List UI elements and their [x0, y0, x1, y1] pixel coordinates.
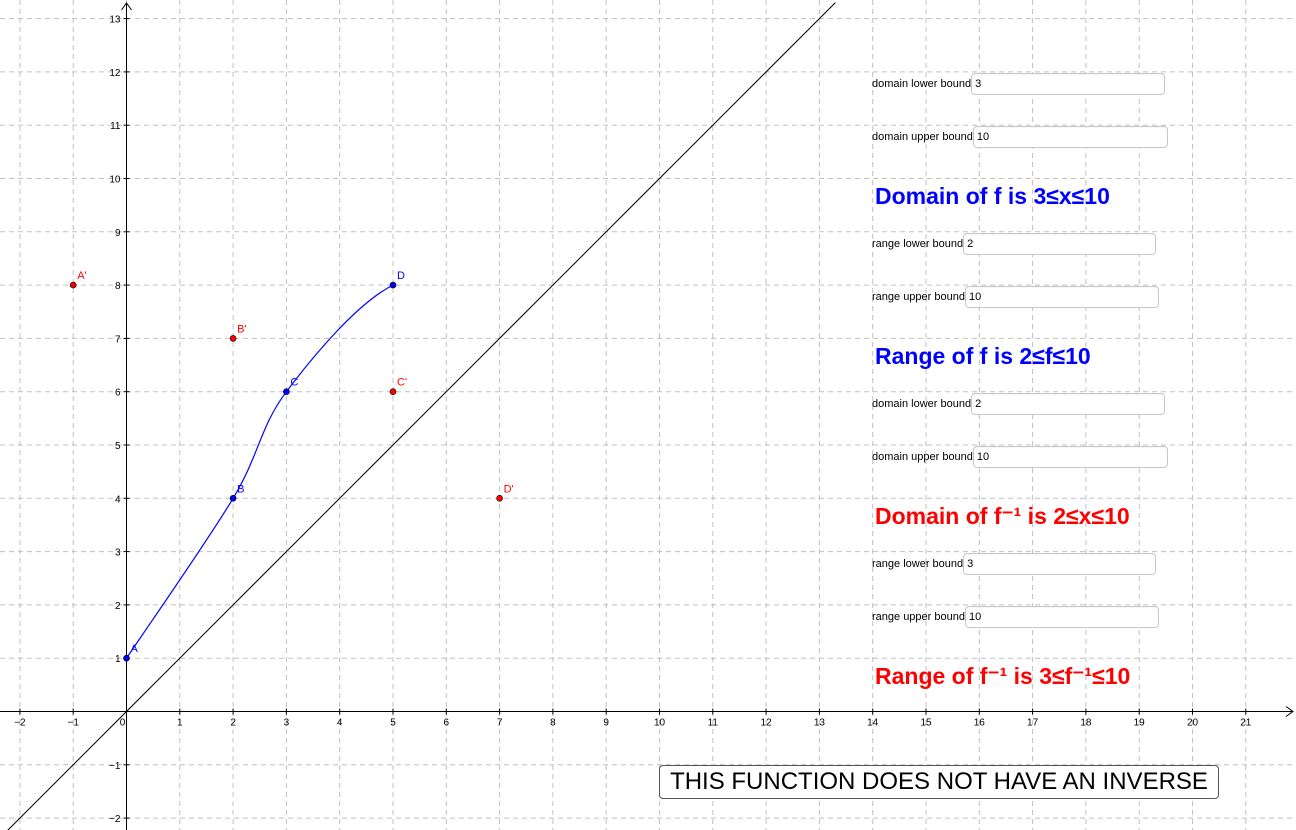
y-axis-arrow: [121, 2, 132, 11]
x-tick-label: 8: [550, 718, 556, 729]
point-label: A': [77, 270, 86, 282]
x-tick-label: −1: [67, 718, 79, 729]
y-tick-label: −2: [109, 814, 121, 825]
x-tick-label: 18: [1080, 718, 1092, 729]
point-label: D': [504, 483, 514, 495]
inverse-domain-text: Domain of f⁻¹ is 2≤x≤10: [875, 503, 1130, 529]
y-tick-label: 11: [110, 121, 121, 132]
f-range-upper-label: range upper bound: [872, 291, 965, 303]
f-domain-lower-input[interactable]: 3: [971, 73, 1166, 95]
f-domain-upper-input[interactable]: 10: [972, 126, 1168, 148]
inv-range-lower-input[interactable]: 3: [963, 553, 1157, 575]
inverse-range-text: Range of f⁻¹ is 3≤f⁻¹≤10: [875, 663, 1131, 689]
x-tick-label: 13: [814, 718, 826, 729]
y-tick-label: 8: [115, 281, 121, 292]
x-tick-label: 14: [867, 718, 879, 729]
x-axis-arrow: [1285, 706, 1294, 717]
x-tick-label: 10: [654, 718, 666, 729]
x-tick-label: 19: [1134, 718, 1146, 729]
x-tick-label: 3: [284, 718, 290, 729]
inv-domain-lower-row: domain lower bound 2: [872, 391, 1166, 417]
point-d-prime: [496, 494, 503, 502]
point-label: B: [237, 483, 244, 495]
point-label: C: [290, 377, 298, 389]
f-domain-lower-label: domain lower bound: [872, 78, 972, 90]
x-tick-label: 2: [230, 718, 236, 729]
f-range-upper-input[interactable]: 10: [964, 286, 1159, 308]
inv-range-upper-input[interactable]: 10: [964, 606, 1159, 628]
x-tick-label: 17: [1027, 718, 1039, 729]
x-tick-label: 9: [603, 718, 609, 729]
point-b: [229, 494, 237, 502]
function-curve: [126, 284, 394, 659]
point-a-prime: [69, 281, 77, 289]
point-d: [389, 281, 397, 289]
inv-range-lower-row: range lower bound 3: [872, 551, 1157, 577]
y-tick-label: 5: [115, 441, 121, 452]
x-tick-label: 20: [1187, 718, 1199, 729]
y-tick-label: 6: [115, 388, 121, 399]
f-domain-upper-label: domain upper bound: [872, 131, 973, 143]
inv-domain-upper-row: domain upper bound 10: [872, 444, 1168, 470]
y-tick-label: 3: [115, 548, 121, 559]
y-tick-label: 10: [109, 175, 121, 186]
inv-domain-upper-label: domain upper bound: [872, 451, 973, 463]
f-domain-lower-row: domain lower bound 3: [872, 71, 1166, 97]
x-tick-label: 15: [920, 718, 932, 729]
y-tick-label: 9: [115, 228, 121, 239]
f-domain-text: Domain of f is 3≤x≤10: [875, 183, 1110, 209]
x-tick-label: 21: [1240, 718, 1252, 729]
inv-range-upper-label: range upper bound: [872, 611, 965, 623]
function-curves: [7, 2, 836, 830]
x-tick-label: 7: [497, 718, 503, 729]
point-a: [123, 654, 130, 662]
inv-domain-lower-input[interactable]: 2: [971, 393, 1166, 415]
no-inverse-button[interactable]: THIS FUNCTION DOES NOT HAVE AN INVERSE: [659, 765, 1219, 799]
point-label: D: [397, 270, 405, 282]
x-tick-label: −2: [14, 718, 26, 729]
y-tick-label: 1: [115, 654, 121, 665]
x-tick-label: 12: [761, 718, 773, 729]
y-tick-label: 4: [115, 494, 121, 505]
point-c: [283, 388, 290, 396]
tick-labels: −2 −1 0 1 2 3 4 5 6 7 8 9 10 11 12 13 14 15 16 17 18 19 20 21−2…: [14, 15, 1252, 825]
point-b-prime: [229, 335, 237, 342]
y-tick-label: 13: [109, 15, 121, 26]
x-tick-label: 4: [337, 718, 343, 729]
point-c-prime: [389, 388, 397, 396]
x-tick-label: 5: [390, 718, 396, 729]
x-tick-label: 6: [444, 718, 450, 729]
f-range-upper-row: range upper bound 10: [872, 284, 1159, 310]
f-range-lower-input[interactable]: 2: [963, 233, 1157, 255]
x-tick-label: 16: [974, 718, 986, 729]
y-tick-label: 7: [115, 334, 121, 345]
inv-range-upper-row: range upper bound 10: [872, 604, 1159, 630]
x-tick-label: 1: [177, 718, 183, 729]
y-tick-label: −1: [109, 761, 121, 772]
x-tick-label: 0: [120, 718, 126, 729]
point-label: B': [237, 323, 246, 335]
points: A B C D A' B' C' D': [69, 270, 514, 662]
f-domain-upper-row: domain upper bound 10: [872, 124, 1168, 150]
point-label: C': [397, 377, 407, 389]
identity-line: [7, 2, 836, 830]
y-tick-label: 2: [115, 601, 121, 612]
x-tick-label: 11: [708, 718, 719, 729]
inv-domain-upper-input[interactable]: 10: [972, 446, 1168, 468]
inv-range-lower-label: range lower bound: [872, 558, 964, 570]
point-label: A: [131, 643, 139, 655]
inv-domain-lower-label: domain lower bound: [872, 398, 972, 410]
y-tick-label: 12: [109, 68, 121, 79]
f-range-lower-row: range lower bound 2: [872, 231, 1157, 257]
f-range-lower-label: range lower bound: [872, 238, 964, 250]
f-range-text: Range of f is 2≤f≤10: [875, 343, 1091, 369]
